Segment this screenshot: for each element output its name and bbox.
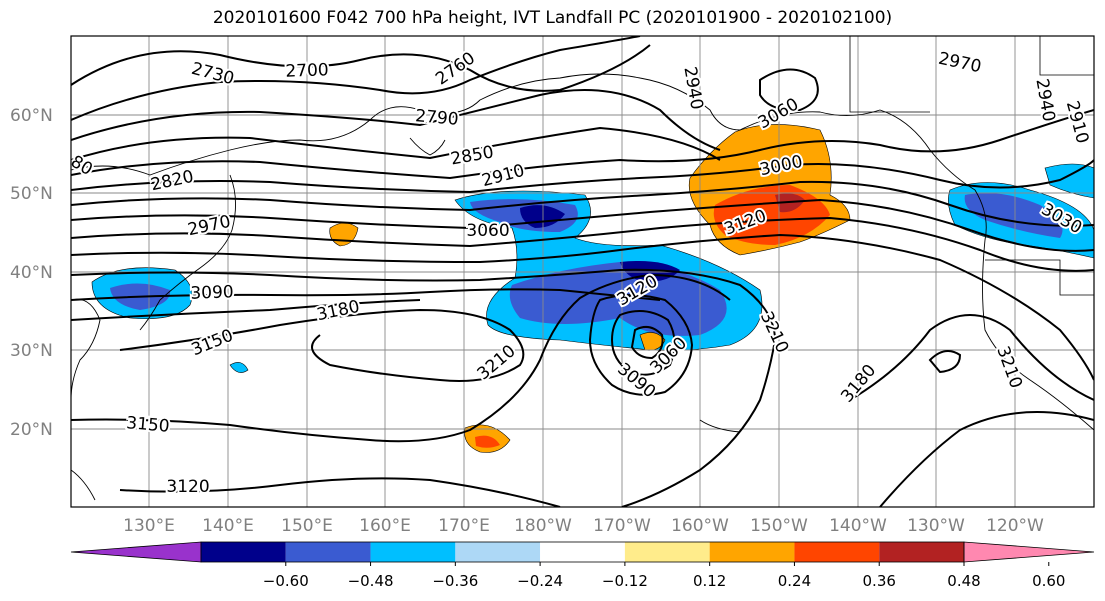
colorbar-tick-label: −0.12	[602, 572, 648, 590]
contour-label: 3090	[190, 282, 234, 303]
lon-label: 140°W	[829, 516, 887, 536]
lon-label: 180°W	[514, 516, 572, 536]
ivt-shading	[91, 124, 1094, 453]
colorbar-tick-label: 0.60	[1032, 572, 1065, 590]
contour-label: 3150	[189, 326, 237, 361]
contour-label: 3180	[315, 297, 361, 326]
colorbar-tick-label: −0.24	[517, 572, 563, 590]
contour-label: 2850	[449, 142, 495, 169]
contour-label: 2820	[149, 167, 195, 196]
contour-label: 3210	[992, 344, 1026, 391]
colorbar-segment	[879, 542, 964, 562]
political-boundaries	[849, 36, 1094, 296]
height-contours	[71, 36, 1094, 507]
contour-label: 3060	[466, 221, 509, 241]
lon-label: 120°W	[986, 516, 1044, 536]
lon-label: 140°E	[202, 516, 254, 536]
longitude-labels: 130°E 140°E 150°E 160°E 170°E 180°W 170°W 160°W…	[123, 516, 1044, 536]
map-frame	[70, 35, 1095, 508]
contour-label: 3210	[474, 341, 520, 384]
colorbar-segment	[540, 542, 625, 562]
lon-label: 170°W	[593, 516, 651, 536]
colorbar-extend-low	[70, 541, 202, 563]
colorbar-tick-label: −0.36	[432, 572, 478, 590]
colorbar-extend-high	[963, 541, 1095, 563]
colorbar-segment	[794, 542, 880, 562]
contour-label: 2760	[432, 48, 479, 89]
contour-label: 3210	[756, 309, 792, 357]
colorbar-tick-label: −0.48	[348, 572, 394, 590]
negative-anomaly-west-pacific	[91, 267, 193, 320]
contour-label: 2700	[285, 60, 329, 81]
colorbar-tick-label: 0.24	[778, 572, 811, 590]
lat-label: 30°N	[10, 341, 53, 361]
lon-label: 160°W	[671, 516, 729, 536]
colorbar-segment	[455, 542, 541, 562]
colorbar-segment	[624, 542, 710, 562]
colorbar: −0.60 −0.48 −0.36 −0.24 −0.12 0.12 0.24 0.36 0.4…	[70, 541, 1095, 590]
colorbar-tick-label: −0.60	[263, 572, 309, 590]
colorbar-segment	[285, 542, 371, 562]
contour-label: 2790	[414, 106, 459, 130]
lat-label: 20°N	[10, 420, 53, 440]
colorbar-segment	[370, 542, 456, 562]
lon-label: 150°E	[281, 516, 333, 536]
gridlines	[71, 36, 1094, 507]
lon-label: 150°W	[750, 516, 808, 536]
contour-label: 3120	[166, 477, 209, 497]
colorbar-tick-label: 0.36	[863, 572, 896, 590]
contour-label: 2970	[937, 49, 983, 78]
lon-label: 170°E	[438, 516, 490, 536]
contour-label: 2940	[679, 65, 706, 111]
coastlines	[71, 73, 1094, 501]
contour-label: 2940	[1031, 77, 1058, 123]
colorbar-segment	[709, 542, 795, 562]
latitude-labels: 60°N 50°N 40°N 30°N 20°N	[10, 106, 53, 440]
map-title: 2020101600 F042 700 hPa height, IVT Land…	[212, 8, 893, 28]
lon-label: 130°W	[907, 516, 965, 536]
lat-label: 50°N	[10, 184, 53, 204]
colorbar-segment	[201, 542, 286, 562]
contour-label: 3150	[125, 413, 170, 437]
lon-label: 130°E	[123, 516, 175, 536]
colorbar-tick-label: 0.12	[693, 572, 726, 590]
colorbar-tick-label: 0.48	[947, 572, 980, 590]
lat-label: 60°N	[10, 106, 53, 126]
lat-label: 40°N	[10, 263, 53, 283]
lon-label: 160°E	[359, 516, 411, 536]
contour-label: 2910	[1062, 99, 1093, 146]
